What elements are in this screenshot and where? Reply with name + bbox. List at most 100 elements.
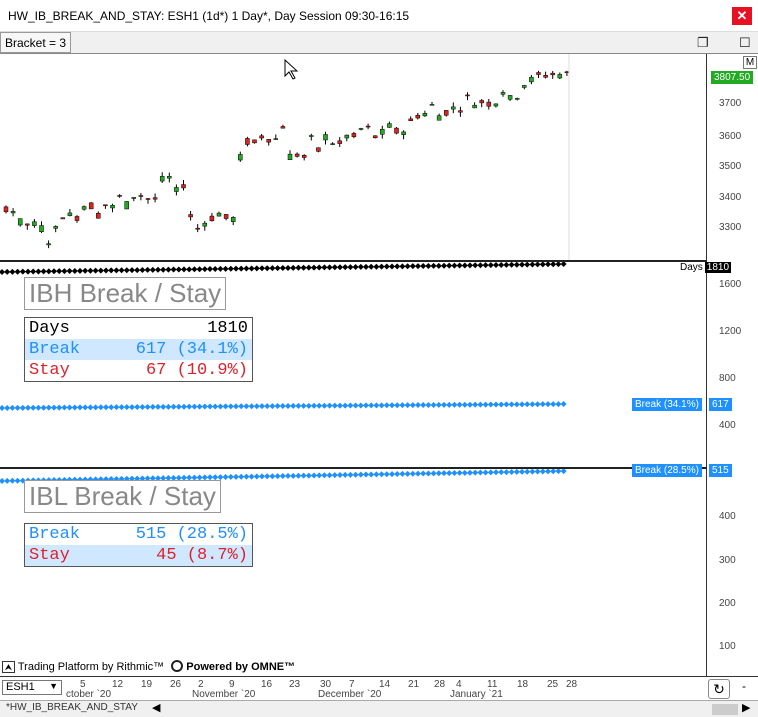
break-series-marker xyxy=(560,401,567,408)
time-tick: 11 xyxy=(487,679,498,690)
break-series-marker xyxy=(155,403,161,410)
days-series-marker xyxy=(545,262,551,268)
days-series-marker xyxy=(461,262,468,269)
days-series-marker xyxy=(420,263,427,270)
break-series-marker xyxy=(77,404,83,411)
candle-body xyxy=(280,126,286,129)
break-series-marker xyxy=(144,403,151,410)
break-series-marker xyxy=(534,401,541,408)
ibh-y-axis[interactable]: 1600 1200 800 400 617 xyxy=(706,262,758,467)
break-series-marker xyxy=(25,404,31,411)
break-series-marker xyxy=(326,402,333,409)
stay-row: Stay 45 (8.7%) xyxy=(25,545,252,566)
candle-body xyxy=(188,214,193,218)
days-series-marker xyxy=(493,262,499,269)
candle-body xyxy=(486,101,492,107)
break-series-marker xyxy=(279,473,286,480)
break-series-marker xyxy=(415,470,421,477)
break-series-marker xyxy=(326,472,333,479)
break-series-marker xyxy=(498,469,505,476)
scroll-left-icon[interactable]: ◀ xyxy=(152,702,161,714)
close-button[interactable]: ✕ xyxy=(732,7,752,25)
candle-body xyxy=(174,187,179,192)
break-series-marker xyxy=(253,473,260,480)
scroll-right-icon[interactable]: ▶ xyxy=(742,702,751,714)
days-series-marker xyxy=(87,267,94,274)
bracket-button[interactable]: Bracket = 3 xyxy=(0,32,72,53)
days-series-marker xyxy=(108,267,115,274)
price-y-axis[interactable]: M 3700 3600 3500 3400 3300 3807.50 xyxy=(706,54,758,260)
ibh-chart xyxy=(0,262,567,411)
break-row: Break 515 (28.5%) xyxy=(25,524,252,545)
ibl-y-axis[interactable]: 400 300 200 100 515 xyxy=(706,464,758,676)
days-series-marker xyxy=(321,264,328,271)
ibh-tick: 1600 xyxy=(719,279,742,290)
days-series-marker xyxy=(295,264,302,271)
break-series-marker xyxy=(545,469,551,475)
candle-body xyxy=(81,206,87,210)
days-series-marker xyxy=(441,262,447,269)
ibl-break-flag: Break (28.5%) xyxy=(632,464,702,477)
days-series-marker xyxy=(118,267,125,274)
ibl-stats-table: Break 515 (28.5%) Stay 45 (8.7%) xyxy=(24,523,253,567)
break-series-marker xyxy=(529,469,536,475)
break-series-marker xyxy=(305,472,312,479)
break-series-marker xyxy=(191,474,198,481)
break-series-marker xyxy=(467,401,473,408)
break-series-marker xyxy=(404,402,411,409)
script-tab[interactable]: *HW_IB_BREAK_AND_STAY xyxy=(6,702,138,713)
month-label: ctober `20 xyxy=(66,689,112,700)
candle-body xyxy=(46,243,51,246)
candle-body xyxy=(110,205,115,209)
days-series-marker xyxy=(92,267,99,274)
days-series-marker xyxy=(472,262,479,269)
break-series-marker xyxy=(233,403,239,410)
break-series-marker xyxy=(170,403,177,410)
time-tick: 28 xyxy=(566,679,578,690)
break-series-marker xyxy=(40,404,47,411)
time-axis[interactable]: ESH1 ▼ 5 12 19 26 2 9 16 23 30 7 14 21 28 4 11 18 25 28 ct… xyxy=(0,676,758,700)
break-series-marker xyxy=(498,401,505,408)
days-series-marker xyxy=(560,262,567,268)
candle-body xyxy=(358,128,364,130)
refresh-icon[interactable]: ↻ xyxy=(708,679,730,699)
panel-separator[interactable] xyxy=(0,260,707,262)
days-series-marker xyxy=(45,268,52,275)
panel-separator[interactable] xyxy=(0,467,707,469)
price-chart[interactable] xyxy=(0,54,707,260)
m-button[interactable]: M xyxy=(743,56,757,69)
break-series-marker xyxy=(373,471,380,478)
days-series-marker xyxy=(14,268,21,275)
chevron-down-icon: ▼ xyxy=(49,681,58,691)
break-series-marker xyxy=(4,404,11,411)
candle-body xyxy=(365,125,371,128)
break-series-marker xyxy=(56,404,63,411)
candle-body xyxy=(351,133,357,137)
days-series-marker xyxy=(113,267,120,274)
restore-icon[interactable]: ❐ xyxy=(697,35,709,50)
candle-body xyxy=(557,74,563,79)
candle-body xyxy=(117,195,122,197)
candle-body xyxy=(372,135,378,139)
break-series-marker xyxy=(550,401,557,408)
candle-body xyxy=(564,71,570,74)
break-series-marker xyxy=(487,469,494,476)
days-series-marker xyxy=(134,267,141,274)
break-series-marker xyxy=(456,469,463,476)
break-series-marker xyxy=(373,402,380,409)
break-series-marker xyxy=(71,404,78,411)
scrollbar-thumb[interactable] xyxy=(712,704,738,715)
break-series-marker xyxy=(186,474,193,481)
candle-body xyxy=(514,98,520,100)
break-series-marker xyxy=(175,403,182,410)
break-series-marker xyxy=(285,472,291,479)
days-series-marker xyxy=(253,265,260,272)
symbol-select[interactable]: ESH1 ▼ xyxy=(2,680,62,695)
maximize-icon[interactable]: ☐ xyxy=(739,35,751,50)
break-series-marker xyxy=(539,401,546,408)
candle-body xyxy=(60,217,66,220)
days-series-marker xyxy=(305,264,312,271)
break-series-marker xyxy=(347,402,354,409)
minus-button[interactable]: - xyxy=(742,679,746,693)
ibh-title: IBH Break / Stay xyxy=(24,277,227,310)
